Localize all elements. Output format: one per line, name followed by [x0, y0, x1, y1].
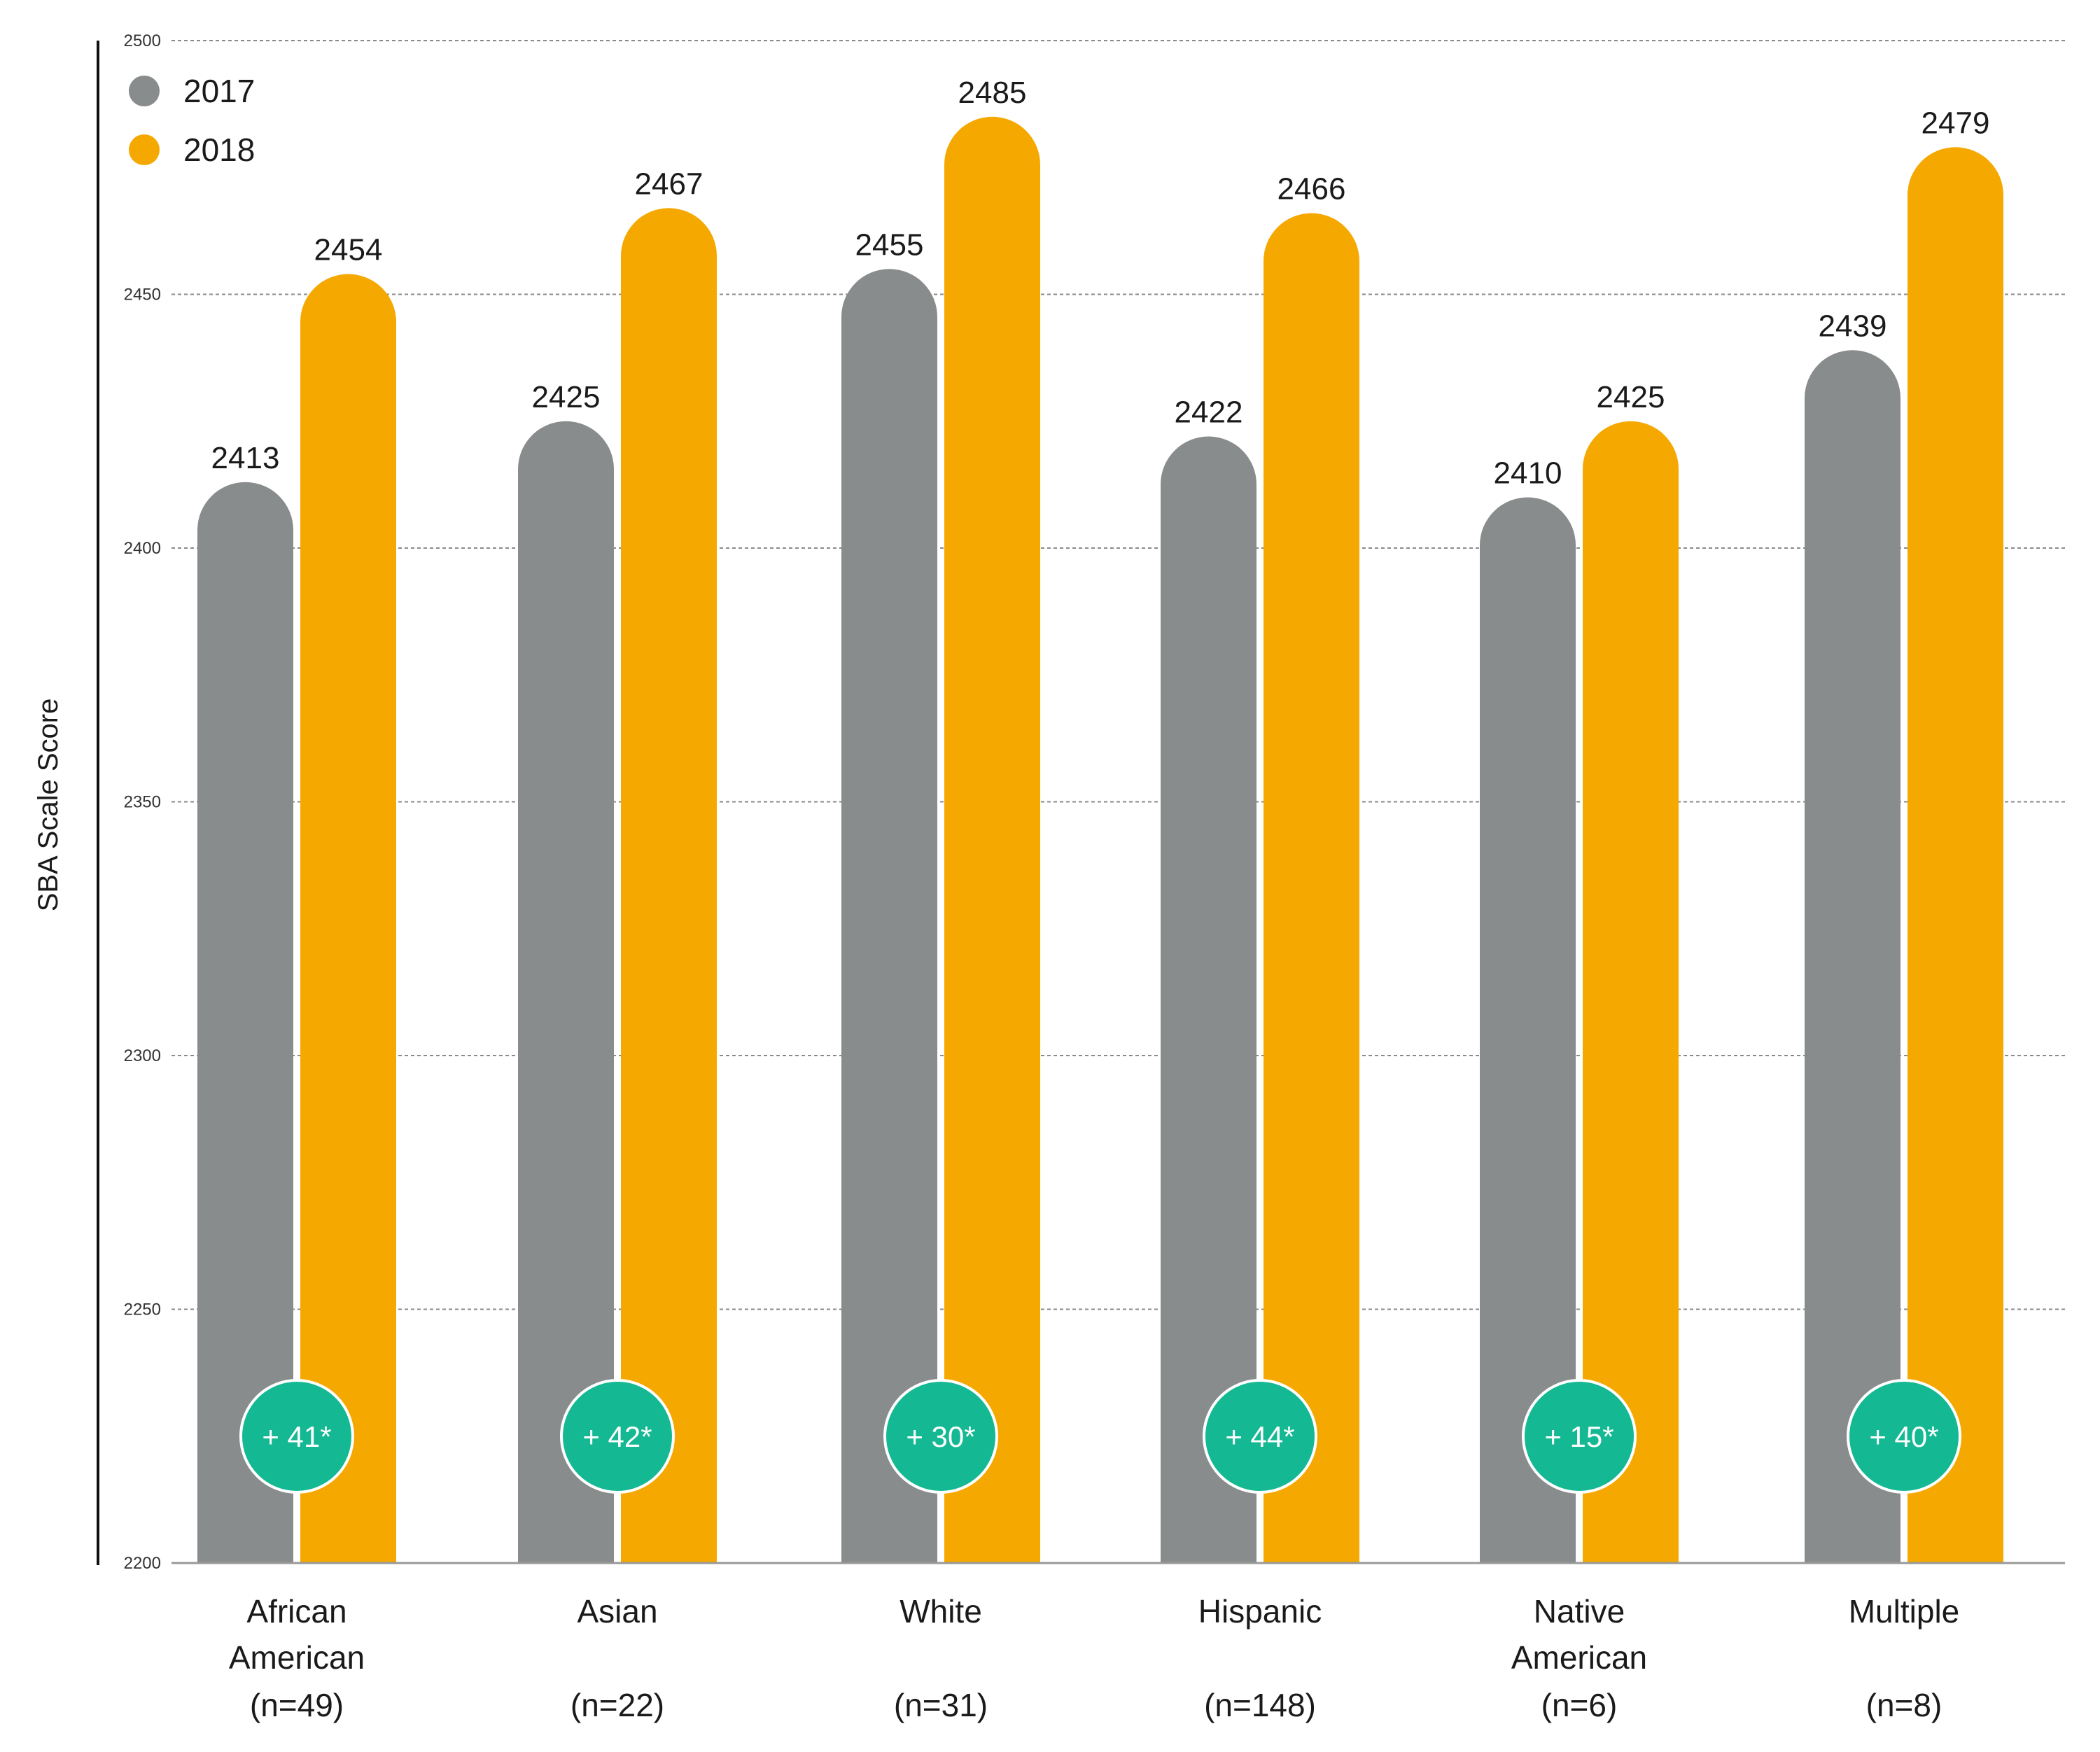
category-n-label-2: (n=31): [894, 1687, 988, 1723]
y-tick-label-2450: 2450: [124, 286, 161, 304]
value-label-2017-5: 2439: [1819, 309, 1887, 343]
change-badge-label-4: + 15*: [1544, 1420, 1614, 1453]
category-label-5-0: Multiple: [1849, 1593, 1960, 1630]
bar-2018-3: [1264, 213, 1359, 1563]
y-tick-label-2250: 2250: [124, 1301, 161, 1319]
legend-swatch-2017: [129, 76, 160, 106]
y-axis-label: SBA Scale Score: [33, 699, 64, 912]
change-badge-4: [1522, 1379, 1637, 1494]
category-n-label-0: (n=49): [250, 1687, 344, 1723]
bar-2018-1: [621, 208, 717, 1563]
value-label-2018-4: 2425: [1597, 380, 1665, 414]
category-label-1-0: Asian: [577, 1593, 657, 1630]
y-tick-label-2200: 2200: [124, 1554, 161, 1573]
y-tick-label-2300: 2300: [124, 1046, 161, 1065]
category-label-0-0: African: [246, 1593, 346, 1630]
change-badge-0: [239, 1379, 354, 1494]
change-badge-3: [1203, 1379, 1317, 1494]
bar-2018-2: [944, 116, 1040, 1563]
bar-2017-5: [1805, 350, 1900, 1563]
value-label-2017-0: 2413: [211, 441, 280, 475]
bar-2018-4: [1583, 421, 1679, 1563]
bar-2017-1: [518, 421, 614, 1563]
bar-2017-2: [841, 269, 937, 1563]
category-label-4-1: American: [1511, 1639, 1647, 1676]
bar-2018-0: [300, 274, 396, 1563]
axes: 2200 2250 2300 2350 2400 2450 2500: [97, 31, 2065, 1573]
change-badge-5: [1847, 1379, 1961, 1494]
legend-label-2018: 2018: [183, 132, 255, 168]
category-n-label-3: (n=148): [1204, 1687, 1316, 1723]
change-badge-label-2: + 30*: [906, 1420, 975, 1453]
change-badge-label-3: + 44*: [1225, 1420, 1294, 1453]
change-badge-label-1: + 42*: [582, 1420, 652, 1453]
value-label-2017-4: 2410: [1494, 456, 1562, 491]
category-label-4-0: Native: [1534, 1593, 1625, 1630]
category-label-2-0: White: [899, 1593, 982, 1630]
value-label-2018-1: 2467: [635, 167, 704, 201]
category-label-3-0: Hispanic: [1198, 1593, 1322, 1630]
value-label-2017-1: 2425: [532, 380, 601, 414]
category-labels: African American (n=49) Asian (n=22) White (n=…: [229, 1593, 1959, 1723]
legend: 2017 2018: [129, 73, 255, 168]
change-badge-1: [560, 1379, 675, 1494]
category-n-label-1: (n=22): [570, 1687, 664, 1723]
legend-label-2017: 2017: [183, 73, 255, 109]
category-n-label-4: (n=6): [1541, 1687, 1618, 1723]
change-badge-label-0: + 41*: [262, 1420, 331, 1453]
value-label-2017-3: 2422: [1175, 395, 1243, 430]
bar-2017-4: [1480, 497, 1576, 1563]
value-label-2018-2: 2485: [958, 76, 1027, 110]
value-label-2018-5: 2479: [1921, 106, 1990, 140]
change-badge-label-5: + 40*: [1869, 1420, 1938, 1453]
value-label-2018-3: 2466: [1278, 172, 1346, 206]
legend-swatch-2018: [129, 134, 160, 165]
bar-2017-3: [1161, 436, 1256, 1563]
bar-2017-0: [197, 482, 293, 1563]
value-label-2017-2: 2455: [855, 227, 924, 262]
y-tick-label-2350: 2350: [124, 793, 161, 812]
bars: [197, 116, 2003, 1563]
change-badges: + 41* + 42* + 30* + 44* + 15* + 40*: [239, 1379, 1961, 1494]
category-n-label-5: (n=8): [1866, 1687, 1942, 1723]
value-label-2018-0: 2454: [314, 233, 383, 267]
category-label-0-1: American: [229, 1639, 365, 1676]
value-labels: 2413 2454 2425 2467 2455 2485 2422 2466 2410 2425…: [211, 76, 1990, 491]
bar-2018-5: [1907, 147, 2003, 1563]
y-tick-label-2400: 2400: [124, 539, 161, 558]
change-badge-2: [883, 1379, 998, 1494]
gridlines: [172, 40, 2065, 1310]
y-tick-label-2500: 2500: [124, 31, 161, 50]
